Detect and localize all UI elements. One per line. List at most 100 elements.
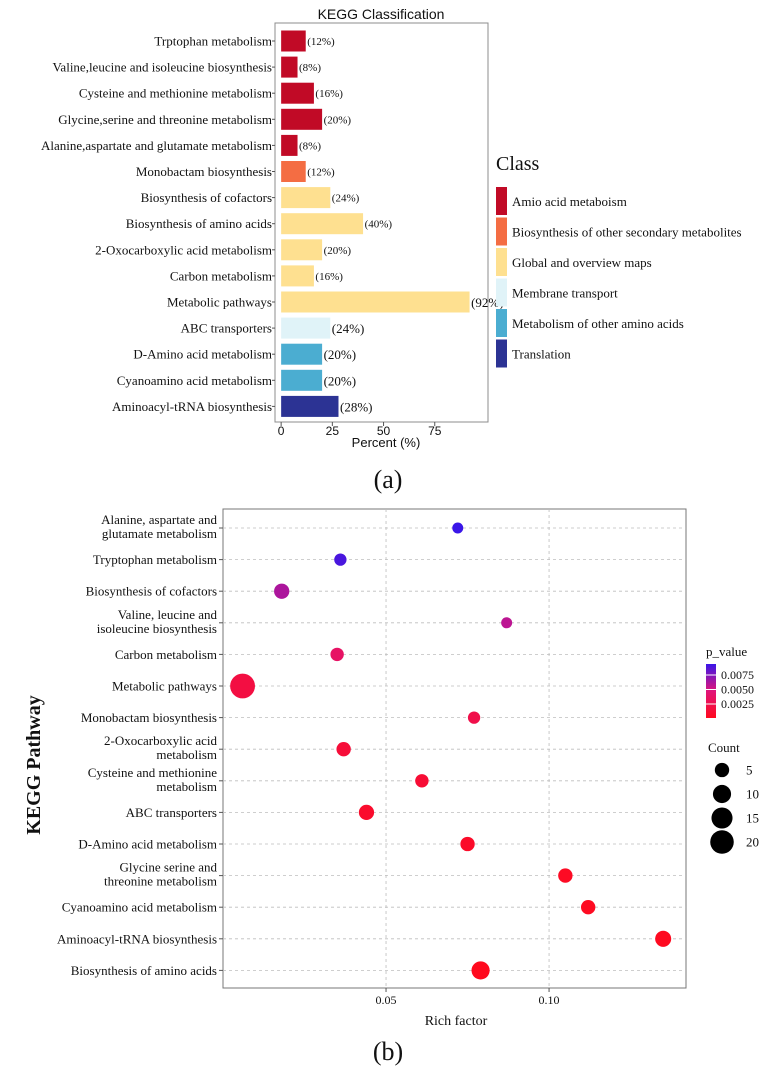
bubble-pathway-label: metabolism bbox=[156, 747, 217, 762]
class-legend-title: Class bbox=[496, 153, 540, 175]
colorbar-tick-label: 0.0075 bbox=[721, 668, 754, 682]
bar-value-label: (16%) bbox=[315, 271, 343, 283]
class-legend-swatch bbox=[496, 248, 507, 276]
bar-x-tick-label: 50 bbox=[377, 424, 391, 438]
bar-10 bbox=[281, 291, 470, 313]
bubble-point bbox=[580, 900, 596, 915]
bubble-point bbox=[655, 930, 672, 947]
count-legend-dot bbox=[711, 807, 733, 829]
bar-category-label: Aminoacyl-tRNA biosynthesis bbox=[112, 399, 272, 414]
bubble-x-tick-label: 0.05 bbox=[376, 993, 397, 1007]
bar-value-label: (28%) bbox=[340, 399, 373, 414]
bar-12 bbox=[281, 343, 323, 365]
count-legend-dot bbox=[714, 762, 730, 778]
bar-value-label: (12%) bbox=[307, 36, 335, 48]
class-legend-label: Translation bbox=[512, 347, 571, 362]
count-legend: 5 10 15 20 bbox=[710, 763, 759, 854]
bar-value-label: (20%) bbox=[324, 245, 352, 257]
bar-category-label: Biosynthesis of cofactors bbox=[141, 190, 272, 205]
bubble-plot-frame bbox=[222, 508, 687, 989]
count-legend-title: Count bbox=[708, 740, 740, 755]
bar-category-label: Glycine,serine and threonine metabolism bbox=[58, 112, 272, 127]
bubble-point bbox=[501, 617, 513, 629]
bubble-pathway-label: Glycine serine and bbox=[120, 860, 218, 875]
bubble-point bbox=[358, 804, 375, 821]
bubble-pathway-label: Biosynthesis of amino acids bbox=[71, 963, 217, 978]
bubble-point bbox=[471, 961, 490, 980]
bubble-pathway-label: Cysteine and methionine bbox=[88, 765, 217, 780]
bar-1 bbox=[281, 56, 298, 78]
bubble-point bbox=[558, 868, 573, 883]
count-legend-label: 5 bbox=[746, 763, 753, 778]
bar-value-label: (8%) bbox=[299, 140, 321, 152]
bar-x-axis-label: Percent (%) bbox=[352, 435, 421, 450]
bar-13 bbox=[281, 369, 323, 391]
class-legend: Amio acid metaboism Biosynthesis of other… bbox=[496, 187, 742, 368]
bar-category-label: Biosynthesis of amino acids bbox=[126, 216, 272, 231]
bar-5 bbox=[281, 161, 306, 182]
kegg-classification-bar-chart: KEGG Classification Trptophan metabolism… bbox=[41, 6, 742, 450]
colorbar-tick-label: 0.0050 bbox=[721, 683, 754, 697]
bar-category-label: Valine,leucine and isoleucine biosynthes… bbox=[52, 60, 272, 75]
bar-value-label: (20%) bbox=[324, 347, 357, 362]
class-legend-label: Metabolism of other amino acids bbox=[512, 316, 684, 331]
bar-category-label: Metabolic pathways bbox=[167, 295, 272, 310]
bubble-pathway-label: Carbon metabolism bbox=[115, 647, 217, 662]
class-legend-swatch bbox=[496, 278, 507, 307]
colorbar-tick-label: 0.0025 bbox=[721, 697, 754, 711]
bar-value-label: (8%) bbox=[299, 62, 321, 74]
bar-x-tick-label: 0 bbox=[278, 424, 285, 438]
class-legend-swatch bbox=[496, 309, 507, 337]
class-legend-label: Amio acid metaboism bbox=[512, 194, 627, 209]
class-legend-swatch bbox=[496, 217, 507, 246]
count-legend-label: 10 bbox=[746, 787, 759, 802]
bubble-pathway-label: D-Amino acid metabolism bbox=[78, 837, 217, 852]
bar-category-label: 2-Oxocarboxylic acid metabolism bbox=[95, 242, 272, 257]
bubble-pathway-label: Monobactam biosynthesis bbox=[81, 710, 217, 725]
bubble-point bbox=[336, 742, 351, 757]
bar-category-label: ABC transporters bbox=[181, 321, 272, 336]
bar-14 bbox=[281, 395, 339, 417]
bubble-pathway-label: Cyanoamino acid metabolism bbox=[62, 900, 217, 915]
bubble-x-tick-label: 0.10 bbox=[539, 993, 560, 1007]
bar-chart-title: KEGG Classification bbox=[318, 6, 445, 22]
panel-b-label: (b) bbox=[373, 1037, 403, 1066]
bar-category-label: Cysteine and methionine metabolism bbox=[79, 86, 272, 101]
bar-7 bbox=[281, 213, 364, 235]
count-legend-label: 15 bbox=[746, 811, 759, 826]
bar-8 bbox=[281, 239, 323, 261]
bubble-point bbox=[467, 711, 481, 724]
bar-category-label: Monobactam biosynthesis bbox=[136, 164, 272, 179]
bar-value-label: (16%) bbox=[315, 88, 343, 100]
bar-11 bbox=[281, 317, 331, 339]
bubble-point bbox=[330, 647, 344, 662]
bubble-point bbox=[230, 673, 255, 699]
bar-category-label: D-Amino acid metabolism bbox=[133, 347, 272, 362]
class-legend-swatch bbox=[496, 339, 507, 368]
bubble-pathway-label: Biosynthesis of cofactors bbox=[86, 584, 217, 599]
count-legend-dot bbox=[712, 784, 732, 804]
panel-a-label: (a) bbox=[374, 465, 403, 494]
bubble-y-axis-label: KEGG Pathway bbox=[23, 695, 45, 834]
p-value-colorbar bbox=[706, 664, 716, 718]
bar-category-label: Carbon metabolism bbox=[170, 268, 272, 283]
class-legend-label: Global and overview maps bbox=[512, 255, 652, 270]
bar-value-label: (20%) bbox=[324, 373, 357, 388]
bubble-point bbox=[334, 553, 347, 566]
bar-value-label: (24%) bbox=[332, 321, 365, 336]
bar-value-label: (92%) bbox=[471, 295, 504, 310]
bubble-point bbox=[452, 522, 464, 534]
class-legend-label: Membrane transport bbox=[512, 286, 618, 301]
bar-x-tick-label: 75 bbox=[428, 424, 442, 438]
bubble-pathway-label: Metabolic pathways bbox=[112, 679, 217, 694]
bar-x-tick-label: 25 bbox=[326, 424, 340, 438]
bubble-x-axis-label: Rich factor bbox=[425, 1014, 488, 1029]
bubble-pathway-label: ABC transporters bbox=[126, 805, 217, 820]
count-legend-dot bbox=[710, 830, 734, 854]
bubble-point bbox=[415, 774, 429, 788]
class-legend-swatch bbox=[496, 187, 507, 215]
bubble-pathway-label: threonine metabolism bbox=[104, 874, 217, 889]
bubble-point bbox=[274, 583, 290, 599]
bubble-pathway-label: Valine, leucine and bbox=[118, 607, 218, 622]
